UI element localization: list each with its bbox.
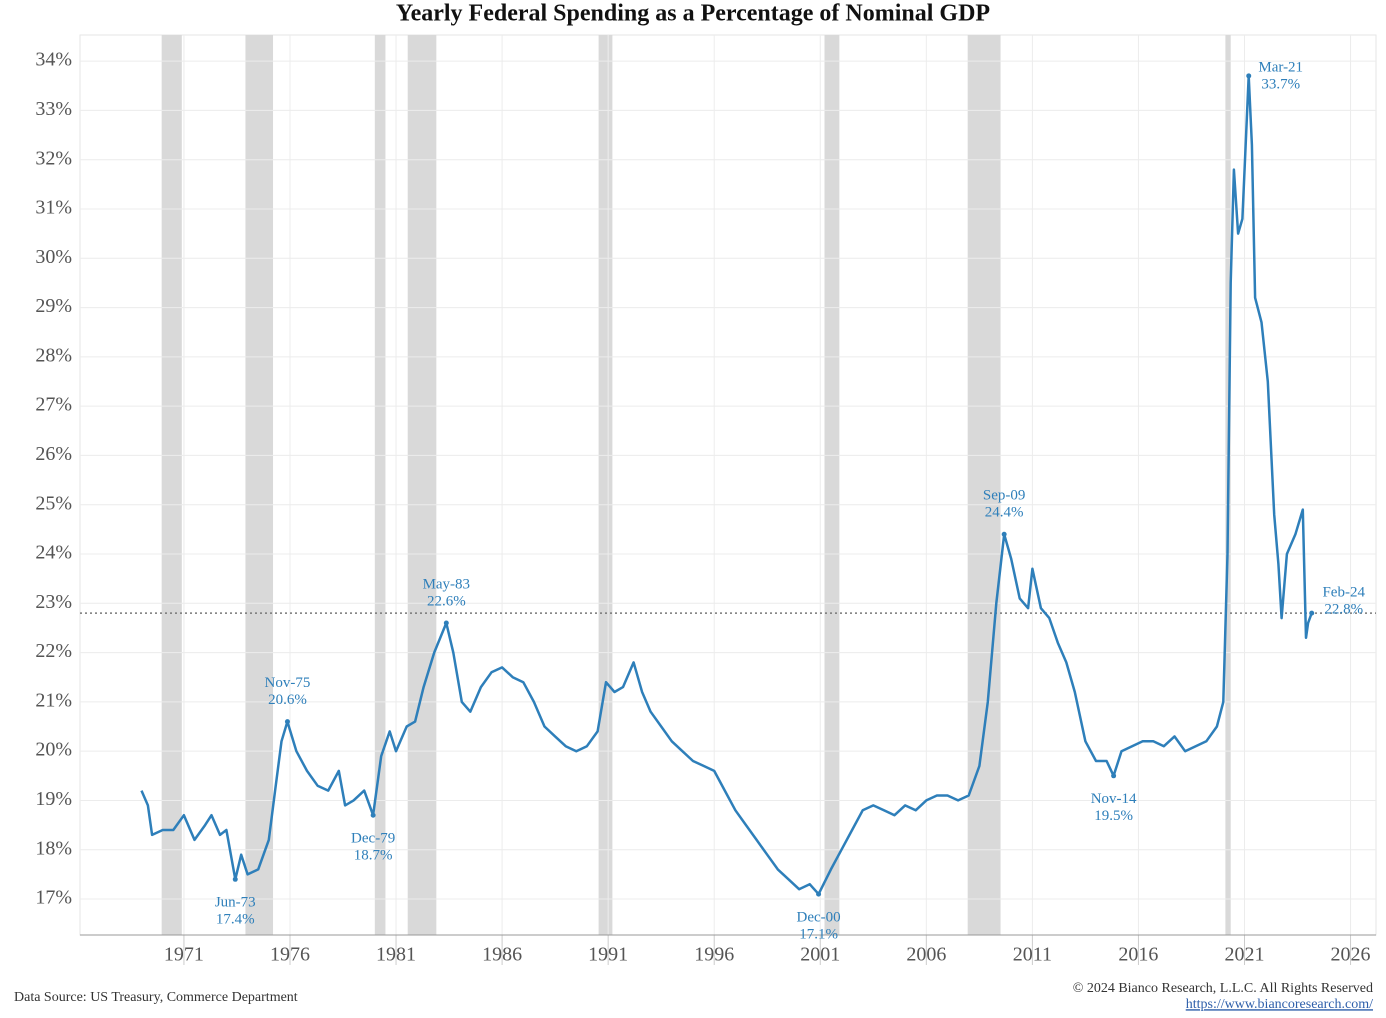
annotation-point (816, 891, 822, 897)
y-tick-label: 33% (35, 98, 72, 120)
y-tick-label: 29% (35, 295, 72, 317)
x-tick-label: 2001 (800, 944, 840, 966)
annotation-point (1001, 531, 1007, 537)
y-tick-label: 31% (35, 197, 72, 219)
annotation-label: Jun-73 (215, 895, 256, 911)
x-tick-label: 1981 (376, 944, 416, 966)
y-tick-label: 21% (35, 689, 72, 711)
x-tick-label: 2016 (1118, 944, 1158, 966)
copyright: © 2024 Bianco Research, L.L.C. All Right… (1073, 981, 1373, 996)
url-link[interactable]: https://www.biancoresearch.com/ (1186, 997, 1373, 1012)
y-tick-label: 22% (35, 640, 72, 662)
y-tick-label: 19% (35, 788, 72, 810)
y-tick-label: 17% (35, 887, 72, 909)
y-tick-label: 25% (35, 492, 72, 514)
y-tick-label: 27% (35, 394, 72, 416)
plot-area (79, 34, 1377, 936)
recession-band (824, 35, 840, 935)
annotation-label: Dec-00 (796, 910, 840, 926)
y-tick-label: 26% (35, 443, 72, 465)
annotation-value: 17.4% (216, 912, 255, 928)
y-tick-label: 23% (35, 591, 72, 613)
annotation-point (443, 620, 449, 626)
annotation-label: Mar-21 (1258, 59, 1303, 75)
annotation-label: Dec-79 (351, 831, 395, 847)
annotation-value: 18.7% (354, 848, 393, 864)
y-tick-label: 30% (35, 246, 72, 268)
recession-band (245, 35, 274, 935)
annotation-label: Nov-14 (1091, 791, 1137, 807)
annotation-point (232, 876, 238, 882)
x-tick-label: 1991 (588, 944, 628, 966)
annotation-value: 17.1% (799, 927, 838, 943)
annotation-value: 22.8% (1324, 602, 1363, 618)
annotation-label: Feb-24 (1322, 585, 1365, 601)
y-tick-label: 24% (35, 542, 72, 564)
recession-band (407, 35, 437, 935)
annotation-label: Sep-09 (983, 488, 1026, 504)
annotation-point (370, 812, 376, 818)
x-tick-label: 1986 (482, 944, 522, 966)
annotation-value: 22.6% (427, 593, 466, 609)
annotation-value: 33.7% (1261, 76, 1300, 92)
y-tick-label: 32% (35, 147, 72, 169)
y-tick-label: 28% (35, 344, 72, 366)
source: Data Source: US Treasury, Commerce Depar… (14, 990, 298, 1005)
annotation-value: 20.6% (268, 692, 307, 708)
x-tick-label: 1971 (164, 944, 204, 966)
annotation-label: May-83 (423, 576, 471, 592)
series-line (140, 74, 1313, 896)
recession-band (374, 35, 386, 935)
x-tick-label: 2021 (1224, 944, 1264, 966)
y-tick-label: 18% (35, 837, 72, 859)
annotation-point (1246, 73, 1252, 79)
x-tick-label: 1996 (694, 944, 734, 966)
annotation-value: 19.5% (1094, 808, 1133, 824)
chart-title: Yearly Federal Spending as a Percentage … (396, 1, 990, 27)
y-tick-label: 34% (35, 49, 72, 71)
annotation-point (284, 719, 290, 725)
annotation-value: 24.4% (985, 505, 1024, 521)
annotation-point (1111, 773, 1117, 779)
recession-band (161, 35, 182, 935)
y-tick-label: 20% (35, 739, 72, 761)
annotation-label: Nov-75 (265, 675, 311, 691)
x-tick-label: 2011 (1013, 944, 1052, 966)
annotation-point (1309, 610, 1315, 616)
x-tick-label: 2026 (1331, 944, 1371, 966)
x-tick-label: 2006 (906, 944, 946, 966)
x-tick-label: 1976 (270, 944, 310, 966)
